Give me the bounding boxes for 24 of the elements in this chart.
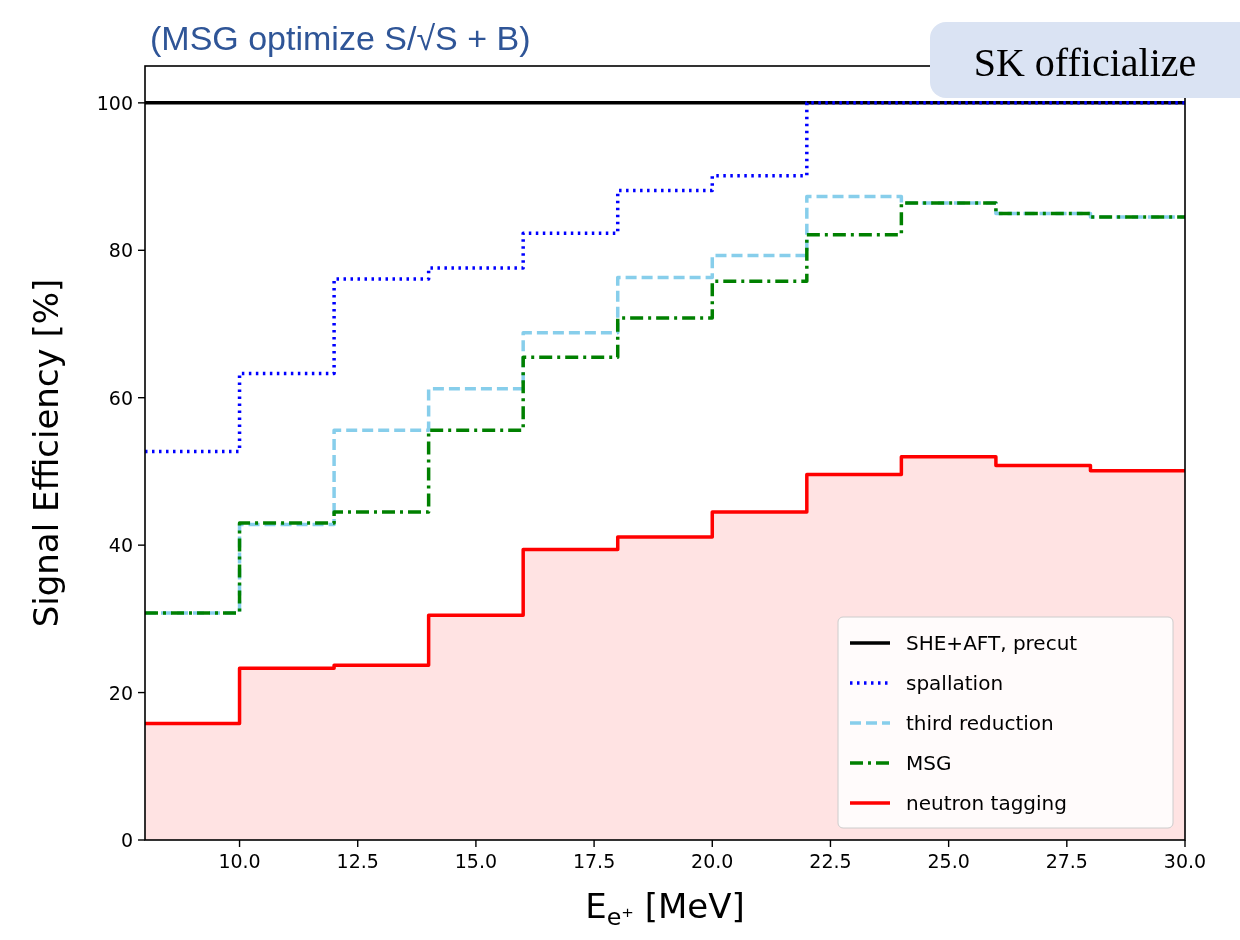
x-tick-label: 17.5 [572, 850, 616, 872]
y-tick-label: 100 [96, 91, 133, 114]
y-tick-label: 60 [108, 386, 133, 409]
y-axis-title: Signal Efficiency [%] [26, 278, 66, 628]
x-axis-title: E$_{e⁺}$ [MeV] [585, 886, 745, 932]
x-tick-label: 15.0 [454, 850, 498, 872]
annotation: SK officialize [973, 40, 1197, 85]
x-tick-label: 25.0 [927, 850, 970, 872]
legend-label: spallation [906, 671, 1004, 695]
x-tick-label: 22.5 [809, 850, 852, 872]
legend-label: MSG [906, 751, 952, 775]
y-tick-label: 40 [108, 534, 133, 557]
x-tick-label: 27.5 [1045, 850, 1088, 872]
y-tick-label: 20 [108, 681, 133, 704]
legend-label: third reduction [906, 711, 1054, 735]
y-tick-label: 80 [108, 239, 133, 262]
x-tick-label: 10.0 [218, 850, 261, 872]
y-tick-label: 0 [120, 829, 133, 851]
x-tick-label: 30.0 [1163, 850, 1207, 872]
x-tick-label: 20.0 [691, 850, 734, 872]
x-tick-label: 12.5 [336, 850, 379, 872]
legend-label: neutron tagging [906, 791, 1067, 815]
chart-title: (MSG optimize S/√S + B) [150, 19, 531, 57]
legend-label: SHE+AFT, precut [906, 631, 1078, 655]
